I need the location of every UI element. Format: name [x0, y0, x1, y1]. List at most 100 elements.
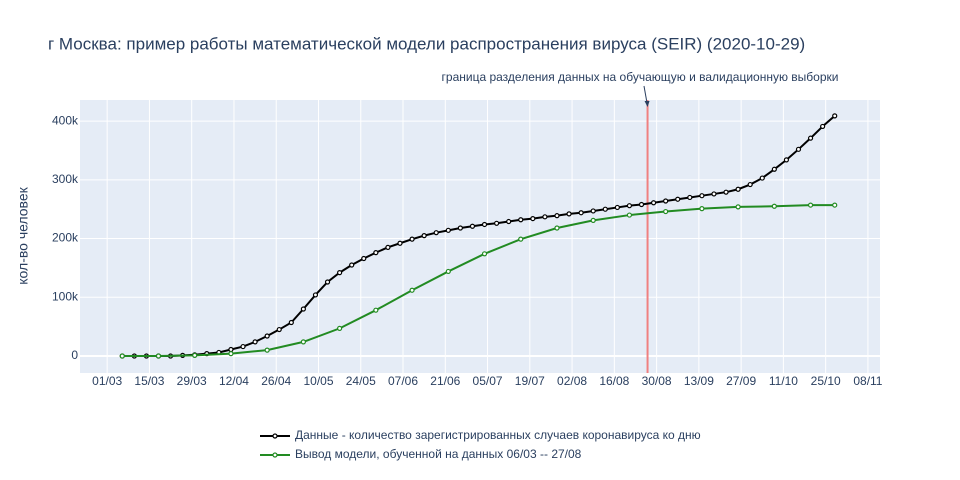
data-point [590, 217, 596, 223]
data-point [264, 333, 270, 339]
data-point [192, 352, 198, 358]
data-point [554, 225, 560, 231]
y-tick-label: 400k [52, 113, 79, 127]
data-point [445, 268, 451, 275]
data-point [445, 227, 451, 233]
data-point [518, 236, 524, 242]
data-point [506, 218, 512, 225]
data-point [783, 157, 790, 163]
data-point [699, 193, 705, 199]
data-point [155, 353, 162, 359]
data-point [433, 230, 439, 236]
data-point [457, 225, 463, 231]
x-tick-label: 29/03 [177, 374, 207, 388]
data-point [687, 194, 693, 201]
x-tick-label: 26/04 [261, 374, 291, 388]
data-point [771, 203, 777, 209]
data-point [397, 240, 403, 246]
y-tick-label: 0 [71, 348, 78, 362]
y-tick-label: 100k [52, 289, 79, 303]
x-tick-label: 07/06 [388, 374, 418, 388]
x-tick-label: 15/03 [134, 374, 164, 388]
data-point [711, 191, 717, 197]
data-point [771, 166, 777, 172]
x-tick-label: 10/05 [303, 374, 333, 388]
annotation-arrowhead [644, 101, 650, 107]
x-tick-label: 13/09 [684, 374, 714, 388]
grid [80, 100, 880, 373]
data-point [481, 221, 488, 228]
data-point [832, 202, 838, 208]
data-point [228, 346, 234, 353]
data-point [638, 201, 645, 208]
data-point [795, 146, 802, 152]
data-point [554, 213, 560, 219]
y-tick-label: 200k [52, 231, 79, 245]
plot-area [80, 100, 880, 373]
data-point [421, 233, 427, 239]
x-tick-label: 24/05 [346, 374, 376, 388]
data-point [518, 217, 524, 223]
x-tick-label: 30/08 [642, 374, 672, 388]
x-tick-label: 19/07 [515, 374, 545, 388]
annotation: граница разделения данных на обучающую и… [442, 70, 839, 84]
data-point [119, 353, 125, 359]
x-tick-label: 27/09 [726, 374, 756, 388]
data-point [337, 325, 343, 331]
data-point [409, 287, 415, 293]
data-point [626, 212, 633, 218]
data-point [807, 202, 814, 208]
data-point [566, 211, 572, 217]
data-point [578, 210, 584, 216]
legend-label: Вывод модели, обученной на данных 06/03 … [295, 447, 582, 461]
legend-marker [272, 452, 278, 458]
data-point [385, 244, 391, 250]
data-point [252, 339, 258, 345]
x-tick-label: 02/08 [557, 374, 587, 388]
data-point [300, 306, 306, 312]
x-tick-label: 05/07 [473, 374, 503, 388]
data-point [590, 208, 596, 214]
data-point [288, 319, 294, 326]
x-tick-label: 25/10 [811, 374, 841, 388]
data-point [759, 175, 765, 181]
data-point [530, 215, 536, 222]
data-point [723, 189, 729, 195]
data-point [324, 279, 331, 285]
x-tick-label: 16/08 [599, 374, 629, 388]
data-point [832, 113, 838, 119]
data-point [735, 204, 741, 210]
data-point [542, 214, 548, 220]
data-point [663, 208, 669, 215]
data-point [300, 339, 306, 345]
data-point [663, 198, 669, 204]
x-tick-label: 01/03 [92, 374, 122, 388]
data-point [312, 292, 319, 298]
data-point [240, 343, 246, 350]
x-tick-label: 12/04 [219, 374, 249, 388]
data-point [807, 135, 814, 141]
y-axis-label: кол-во человек [15, 186, 31, 284]
data-point [699, 206, 705, 212]
data-point [614, 204, 620, 211]
data-point [820, 123, 826, 130]
data-point [469, 223, 476, 229]
data-point [602, 206, 608, 212]
data-point [494, 220, 500, 226]
data-point [675, 196, 681, 202]
x-tick-label: 11/10 [769, 374, 798, 388]
data-point [276, 326, 282, 333]
data-point [361, 255, 367, 262]
x-tick-label: 21/06 [430, 374, 460, 388]
data-point [747, 181, 753, 188]
data-point [626, 203, 633, 209]
data-point [264, 347, 270, 353]
data-point [373, 250, 379, 256]
data-point [735, 186, 741, 192]
data-point [337, 270, 343, 276]
data-point [650, 200, 657, 206]
y-tick-label: 300k [52, 172, 79, 186]
legend-label: Данные - количество зарегистрированных с… [295, 428, 701, 442]
data-point [228, 351, 234, 357]
